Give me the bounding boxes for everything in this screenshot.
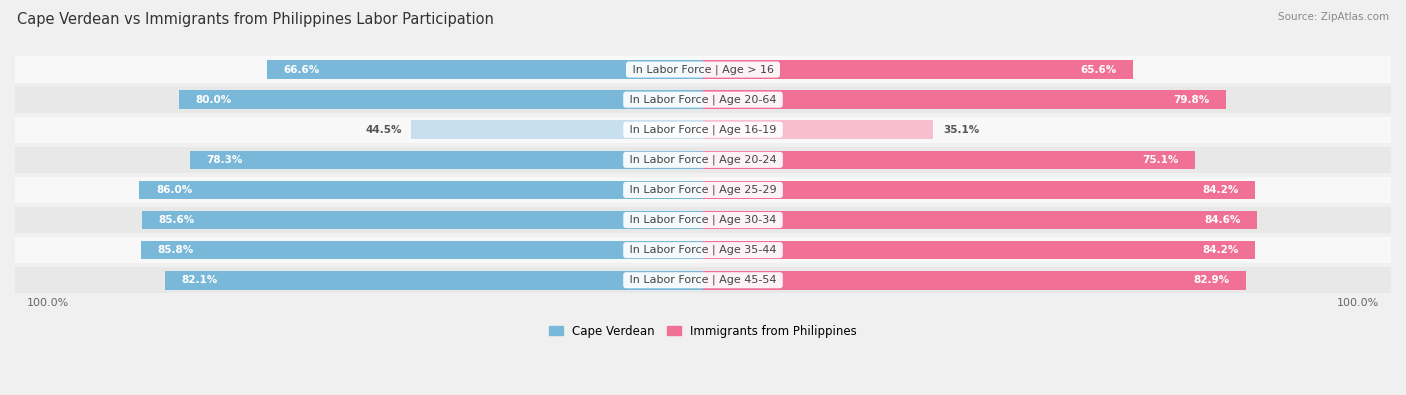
Bar (0, 177, 1406, 203)
Text: 35.1%: 35.1% (943, 125, 979, 135)
Bar (165, 271, 703, 290)
Text: Cape Verdean vs Immigrants from Philippines Labor Participation: Cape Verdean vs Immigrants from Philippi… (17, 12, 494, 27)
Text: 82.1%: 82.1% (181, 275, 218, 285)
Bar (703, 150, 1195, 169)
Text: 80.0%: 80.0% (195, 95, 232, 105)
Text: 65.6%: 65.6% (1080, 64, 1116, 75)
Bar (703, 181, 1254, 199)
Text: 75.1%: 75.1% (1142, 155, 1178, 165)
Text: In Labor Force | Age 25-29: In Labor Force | Age 25-29 (626, 185, 780, 195)
Bar (142, 211, 703, 229)
Text: In Labor Force | Age 20-64: In Labor Force | Age 20-64 (626, 94, 780, 105)
Text: 78.3%: 78.3% (207, 155, 243, 165)
Text: 85.8%: 85.8% (157, 245, 194, 255)
Bar (0, 87, 1406, 113)
Text: 85.6%: 85.6% (159, 215, 195, 225)
Bar (703, 271, 1246, 290)
Text: 84.2%: 84.2% (1202, 245, 1239, 255)
Text: 86.0%: 86.0% (156, 185, 193, 195)
Text: In Labor Force | Age 20-24: In Labor Force | Age 20-24 (626, 154, 780, 165)
Legend: Cape Verdean, Immigrants from Philippines: Cape Verdean, Immigrants from Philippine… (544, 320, 862, 342)
Text: In Labor Force | Age 16-19: In Labor Force | Age 16-19 (626, 124, 780, 135)
Bar (703, 90, 1226, 109)
Bar (0, 237, 1406, 263)
Bar (139, 181, 703, 199)
Bar (0, 117, 1406, 143)
Text: 84.6%: 84.6% (1205, 215, 1241, 225)
Text: 82.9%: 82.9% (1194, 275, 1230, 285)
Bar (703, 60, 1133, 79)
Text: Source: ZipAtlas.com: Source: ZipAtlas.com (1278, 12, 1389, 22)
Bar (0, 147, 1406, 173)
Bar (0, 207, 1406, 233)
Text: 66.6%: 66.6% (283, 64, 319, 75)
Bar (412, 120, 703, 139)
Text: In Labor Force | Age 30-34: In Labor Force | Age 30-34 (626, 215, 780, 225)
Text: In Labor Force | Age 35-44: In Labor Force | Age 35-44 (626, 245, 780, 256)
Text: 44.5%: 44.5% (366, 125, 402, 135)
Text: 84.2%: 84.2% (1202, 185, 1239, 195)
Bar (703, 241, 1254, 260)
Bar (190, 150, 703, 169)
Bar (703, 120, 934, 139)
Bar (703, 211, 1257, 229)
Text: In Labor Force | Age 45-54: In Labor Force | Age 45-54 (626, 275, 780, 286)
Text: 79.8%: 79.8% (1173, 95, 1209, 105)
Bar (0, 56, 1406, 83)
Bar (0, 267, 1406, 293)
Bar (267, 60, 703, 79)
Bar (179, 90, 703, 109)
Bar (141, 241, 703, 260)
Text: In Labor Force | Age > 16: In Labor Force | Age > 16 (628, 64, 778, 75)
